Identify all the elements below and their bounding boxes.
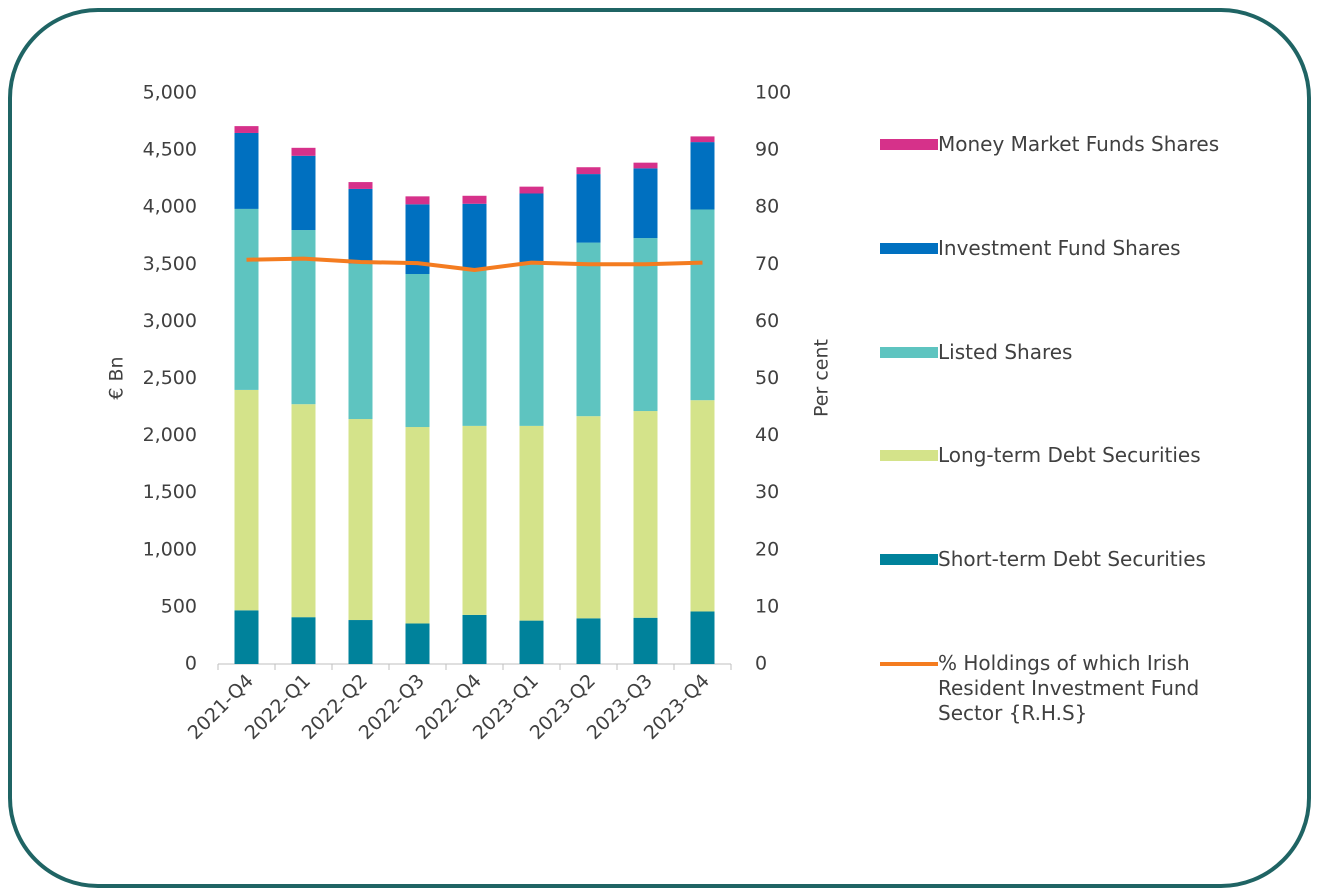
- y-tick-label: 500: [161, 595, 197, 617]
- legend-label: Long-term Debt Securities: [938, 443, 1201, 467]
- legend-label: Investment Fund Shares: [938, 236, 1181, 260]
- bar-segment: [633, 168, 658, 239]
- bar-segment: [348, 620, 373, 664]
- y2-tick-label: 10: [755, 595, 779, 617]
- bar-segment: [690, 142, 715, 210]
- y2-tick-label: 0: [755, 653, 767, 675]
- bar-segment: [348, 419, 373, 621]
- bar-segment: [291, 147, 316, 156]
- bar-segment: [348, 182, 373, 189]
- bar-segment: [690, 611, 715, 664]
- chart: € Bn Per cent 05001,0001,5002,0002,5003,…: [106, 82, 833, 745]
- bar-segment: [633, 617, 658, 664]
- bar-segment: [405, 196, 430, 205]
- bar-segment: [348, 263, 373, 420]
- y-tick-label: 4,500: [143, 139, 197, 161]
- legend-swatch: [880, 243, 938, 254]
- bar-segment: [234, 389, 259, 611]
- y-tick-label: 0: [185, 653, 197, 675]
- bar-segment: [405, 274, 430, 428]
- bar-segment: [348, 188, 373, 264]
- y2-tick-label: 60: [755, 310, 779, 332]
- bar-segment: [405, 427, 430, 624]
- y2-axis-label: Per cent: [811, 339, 833, 417]
- bar-segment: [633, 238, 658, 412]
- legend-label: % Holdings of which Irish Resident Inves…: [938, 651, 1200, 725]
- y-tick-label: 3,500: [143, 253, 197, 275]
- bar-segment: [633, 162, 658, 169]
- bar-segment: [576, 167, 601, 175]
- bar-segment: [291, 404, 316, 618]
- bar-segment: [690, 400, 715, 612]
- line-series: [246, 256, 703, 273]
- y-tick-label: 1,500: [143, 481, 197, 503]
- legend-label: Short-term Debt Securities: [938, 547, 1206, 571]
- y2-tick-label: 90: [755, 139, 779, 161]
- bar-segment: [405, 623, 430, 664]
- bar-segment: [462, 614, 487, 664]
- bar-segment: [690, 136, 715, 143]
- bar-segment: [519, 186, 544, 194]
- y2-tick-label: 50: [755, 367, 779, 389]
- bar-segment: [519, 620, 544, 664]
- bar-segment: [291, 155, 316, 231]
- bar-segment: [462, 195, 487, 204]
- bar-segment: [633, 411, 658, 618]
- y2-tick-label: 20: [755, 538, 779, 560]
- legend-swatch: [880, 554, 938, 565]
- y2-tick-label: 80: [755, 196, 779, 218]
- page: € Bn Per cent 0 500 1,000 1,500 2,000 2,500 3,…: [8, 8, 1311, 888]
- legend-swatch: [880, 450, 938, 461]
- y-tick-label: 5,000: [143, 82, 197, 104]
- bar-segment: [690, 209, 715, 401]
- bar-segment: [576, 242, 601, 417]
- legend-swatch: [880, 139, 938, 150]
- y-tick-label: 2,500: [143, 367, 197, 389]
- y-axis-label: € Bn: [106, 356, 128, 399]
- bar-segment: [234, 132, 259, 209]
- y-tick-label: 4,000: [143, 196, 197, 218]
- bar-segment: [234, 208, 259, 390]
- bar-segment: [519, 264, 544, 426]
- bar-segment: [291, 230, 316, 405]
- y-tick-label: 3,000: [143, 310, 197, 332]
- bar-segment: [462, 203, 487, 271]
- y-tick-label: 2,000: [143, 424, 197, 446]
- y-tick-label: 1,000: [143, 538, 197, 560]
- bar-segment: [519, 193, 544, 265]
- bar-segment: [462, 270, 487, 426]
- bar-segment: [234, 610, 259, 664]
- y2-tick-label: 30: [755, 481, 779, 503]
- legend-label: Money Market Funds Shares: [938, 132, 1220, 156]
- y2-tick-label: 70: [755, 253, 779, 275]
- y2-tick-label: 40: [755, 424, 779, 446]
- bar-segment: [519, 425, 544, 621]
- bar-segment: [234, 126, 259, 133]
- bar-segment: [462, 425, 487, 615]
- bar-segment: [576, 416, 601, 619]
- bar-segment: [576, 618, 601, 664]
- legend-swatch: [880, 662, 938, 666]
- y2-tick-label: 100: [755, 82, 791, 104]
- bar-segment: [576, 174, 601, 243]
- legend-label: Listed Shares: [938, 340, 1073, 364]
- legend-swatch: [880, 347, 938, 358]
- bar-segment: [291, 617, 316, 664]
